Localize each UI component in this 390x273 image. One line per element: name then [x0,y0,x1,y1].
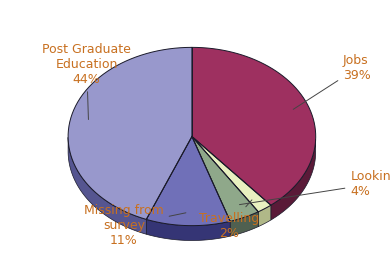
Polygon shape [146,219,230,241]
Polygon shape [271,139,316,220]
Polygon shape [230,212,258,236]
Polygon shape [68,47,192,219]
Polygon shape [192,136,271,212]
Text: Post Graduate
Education
44%: Post Graduate Education 44% [42,43,131,120]
Polygon shape [192,47,316,205]
Polygon shape [68,137,146,234]
Text: Jobs
39%: Jobs 39% [293,54,371,109]
Polygon shape [146,136,230,226]
Polygon shape [192,136,258,221]
Polygon shape [258,205,271,227]
Text: Travelling
2%: Travelling 2% [199,200,259,240]
Text: Looking
4%: Looking 4% [239,170,390,205]
Text: Missing from
survey
11%: Missing from survey 11% [84,204,186,247]
